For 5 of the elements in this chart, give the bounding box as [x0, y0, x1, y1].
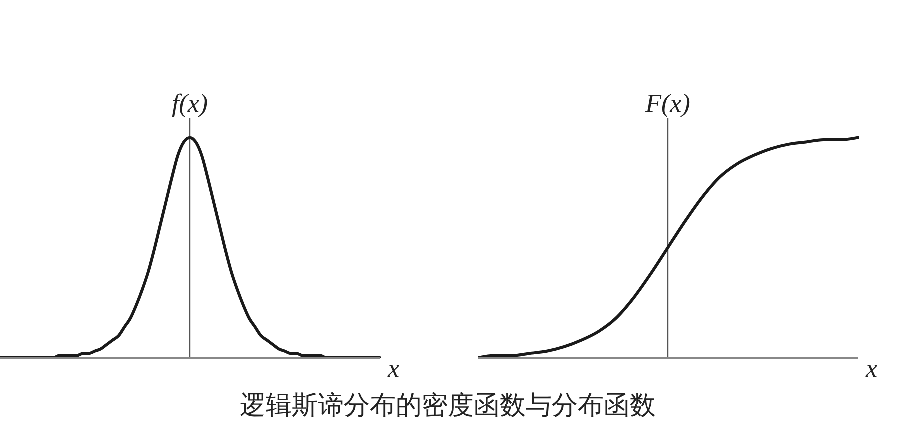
x-axis-title: x: [387, 354, 400, 384]
text: 逻辑斯谛分布的密度函数与分布函数: [239, 390, 657, 423]
y-axis-title: F(x): [644, 89, 690, 118]
y-axis-title: f(x): [172, 89, 208, 118]
x-axis-title: x: [865, 354, 878, 384]
